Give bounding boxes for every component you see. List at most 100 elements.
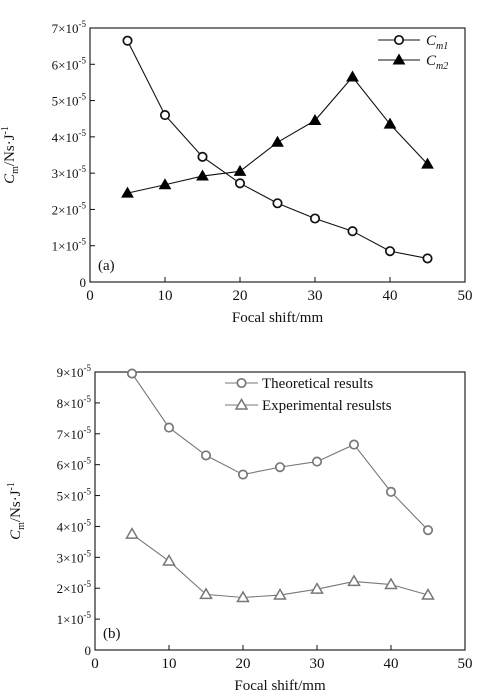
y-tick-label-exponent: -5 (79, 164, 87, 174)
x-tick-label: 0 (91, 656, 99, 672)
y-tick-label-mantissa: 6×10 (57, 458, 84, 473)
series-1-point (274, 462, 286, 473)
x-tick-label: 40 (383, 288, 398, 304)
series-1-point (272, 198, 283, 209)
y-tick-label: 1×10-5 (52, 237, 87, 254)
legend-marker (236, 377, 247, 389)
x-tick-label: 10 (162, 656, 177, 672)
y-tick-label-mantissa: 3×10 (52, 166, 79, 181)
y-tick-label-exponent: -5 (84, 425, 92, 435)
y-tick-label: 7×10-5 (52, 19, 87, 36)
series-1-point (159, 110, 171, 121)
series-1-point (197, 151, 208, 162)
plot-frame (94, 371, 466, 651)
y-axis-label: Cm/Ns·J-1 (6, 482, 27, 540)
series-2-point (384, 577, 398, 590)
panel-label: (b) (103, 626, 121, 642)
y-tick-label: 1×10-5 (57, 610, 92, 627)
series-line-2 (131, 533, 429, 599)
series-2-point (271, 135, 284, 147)
legend-marker (392, 53, 406, 65)
series-1-point (422, 525, 434, 536)
series-2-point (383, 117, 397, 129)
x-tick-label: 30 (308, 288, 323, 304)
y-tick-label: 2×10-5 (52, 200, 87, 217)
y-axis-label-symbol: C (8, 529, 24, 540)
series-1-point (384, 246, 396, 257)
y-tick-label-exponent: -5 (84, 548, 92, 558)
y-tick-label-exponent: -5 (79, 92, 87, 102)
series-line-2 (127, 76, 428, 194)
series-2-point (162, 554, 176, 566)
series-2-point (421, 157, 434, 169)
series-1-point (126, 368, 138, 379)
y-tick-label: 0 (85, 643, 92, 658)
legend-label-subscript: m1 (436, 41, 448, 52)
legend-marker (393, 34, 405, 46)
y-tick-label: 4×10-5 (52, 128, 87, 145)
y-tick-label-mantissa: 9×10 (57, 365, 84, 380)
y-tick-label: 9×10-5 (57, 363, 92, 380)
series-2-point (199, 587, 213, 600)
series-2-point (196, 169, 209, 181)
y-tick-label-mantissa: 2×10 (57, 581, 84, 596)
y-tick-label: 2×10-5 (57, 579, 92, 596)
series-1-point (348, 439, 360, 450)
y-tick-label: 7×10-5 (57, 425, 92, 442)
chart-panel-a: 0 10 20 30 40 5001×10-52×10-53×10-54×10-55×10… (0, 19, 473, 326)
y-tick-label-exponent: -5 (84, 517, 92, 527)
series-2-point (273, 588, 287, 600)
y-tick-label-mantissa: 4×10 (52, 130, 79, 145)
legend-label-symbol: C (426, 53, 437, 69)
x-tick-label: 10 (158, 288, 173, 304)
y-tick-label-exponent: -5 (84, 487, 92, 497)
series-1-point (347, 226, 358, 237)
x-tick-label: 20 (233, 288, 248, 304)
y-axis-label-symbol: C (2, 173, 18, 184)
y-axis-label-superscript: -1 (0, 126, 11, 134)
y-tick-label-mantissa: 7×10 (57, 427, 84, 442)
series-1-point (385, 486, 397, 497)
y-tick-label: 6×10-5 (57, 456, 92, 473)
y-tick-label-mantissa: 6×10 (52, 57, 79, 72)
plot-frame (89, 27, 466, 283)
y-tick-label-mantissa: 1×10 (57, 612, 84, 627)
x-tick-label: 20 (236, 656, 251, 672)
y-tick-label-mantissa: 8×10 (57, 396, 84, 411)
series-1-point (309, 213, 321, 224)
series-2-point (158, 178, 172, 190)
y-tick-label-exponent: -5 (84, 610, 92, 620)
series-1-point (234, 178, 246, 189)
legend-label: Cm2 (426, 53, 448, 72)
y-tick-label: 5×10-5 (52, 92, 87, 109)
x-tick-label: 0 (86, 288, 94, 304)
y-tick-label-exponent: -5 (79, 19, 87, 29)
series-2-point (310, 582, 324, 594)
y-tick-label-exponent: -5 (79, 200, 87, 210)
chart-panel-b: 0 10 20 30 40 5001×10-52×10-53×10-54×10-55×10… (6, 363, 473, 694)
series-line-1 (127, 40, 428, 259)
panel-label: (a) (98, 258, 115, 274)
series-1-point (422, 253, 433, 264)
x-axis-label: Focal shift/mm (232, 310, 324, 326)
y-axis-label-subscript: m (10, 166, 21, 174)
y-tick-label-exponent: -5 (79, 128, 87, 138)
y-tick-label-mantissa: 5×10 (57, 489, 84, 504)
x-tick-label: 50 (458, 656, 473, 672)
series-2-point (121, 186, 134, 198)
legend-label: Cm1 (426, 33, 448, 52)
y-tick-label: 3×10-5 (52, 164, 87, 181)
y-tick-label-exponent: -5 (84, 363, 92, 373)
x-axis-label: Focal shift/mm (234, 678, 326, 694)
y-axis-label-superscript: -1 (6, 482, 17, 490)
y-tick-label: 3×10-5 (57, 548, 92, 565)
series-1-point (163, 422, 175, 433)
y-axis-label-unit: /Ns·J (2, 134, 18, 166)
y-tick-label: 0 (80, 275, 87, 290)
y-tick-label-mantissa: 0 (85, 643, 92, 658)
y-tick-label-exponent: -5 (79, 237, 87, 247)
series-2-point (346, 70, 359, 82)
legend-label: Theoretical results (262, 376, 373, 392)
y-tick-label-exponent: -5 (79, 55, 87, 65)
series-2-point (233, 164, 247, 176)
